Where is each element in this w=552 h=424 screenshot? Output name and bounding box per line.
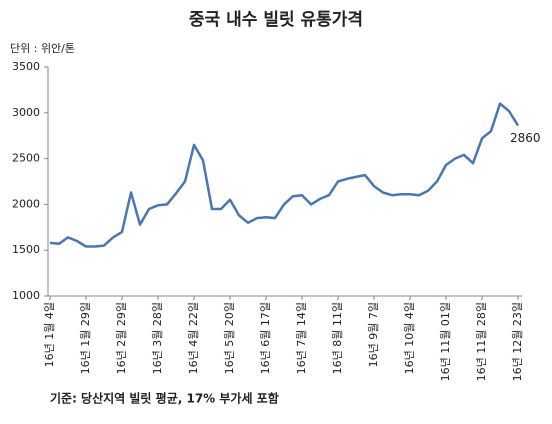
y-tick-label: 1500 xyxy=(12,243,40,256)
price-line xyxy=(49,102,520,248)
unit-label: 단위 : 위안/톤 xyxy=(10,42,75,55)
data-label: 2860 xyxy=(510,131,541,145)
x-tick-label: 16년 12월 23일 xyxy=(510,302,524,381)
x-tick-label: 16년 11월 28일 xyxy=(474,302,488,381)
chart-title: 중국 내수 빌릿 유통가격 xyxy=(189,10,363,30)
x-tick-label: 16년 8월 11일 xyxy=(330,302,344,374)
x-tick-label: 16년 9월 7일 xyxy=(366,302,380,367)
x-tick-label: 16년 2월 29일 xyxy=(114,302,128,374)
y-tick-label: 3000 xyxy=(12,106,40,119)
x-tick-label: 16년 10월 4일 xyxy=(402,302,416,374)
y-tick-label: 3500 xyxy=(12,60,40,73)
footnote: 기준: 당산지역 빌릿 평균, 17% 부가세 포함 xyxy=(50,391,279,406)
y-tick-label: 2500 xyxy=(12,152,40,165)
x-tick-label: 16년 1월 4일 xyxy=(42,302,56,367)
x-tick-label: 16년 7월 14일 xyxy=(294,302,308,374)
x-tick-label: 16년 3월 28일 xyxy=(150,302,164,374)
y-tick-label: 1000 xyxy=(12,289,40,302)
x-tick-label: 16년 1월 29일 xyxy=(78,302,92,374)
x-tick-label: 16년 11월 01일 xyxy=(438,302,452,381)
x-tick-label: 16년 6월 17일 xyxy=(258,302,272,374)
x-tick-label: 16년 4월 22일 xyxy=(186,302,200,374)
x-tick-label: 16년 5월 20일 xyxy=(222,302,236,374)
y-tick-label: 2000 xyxy=(12,197,40,210)
